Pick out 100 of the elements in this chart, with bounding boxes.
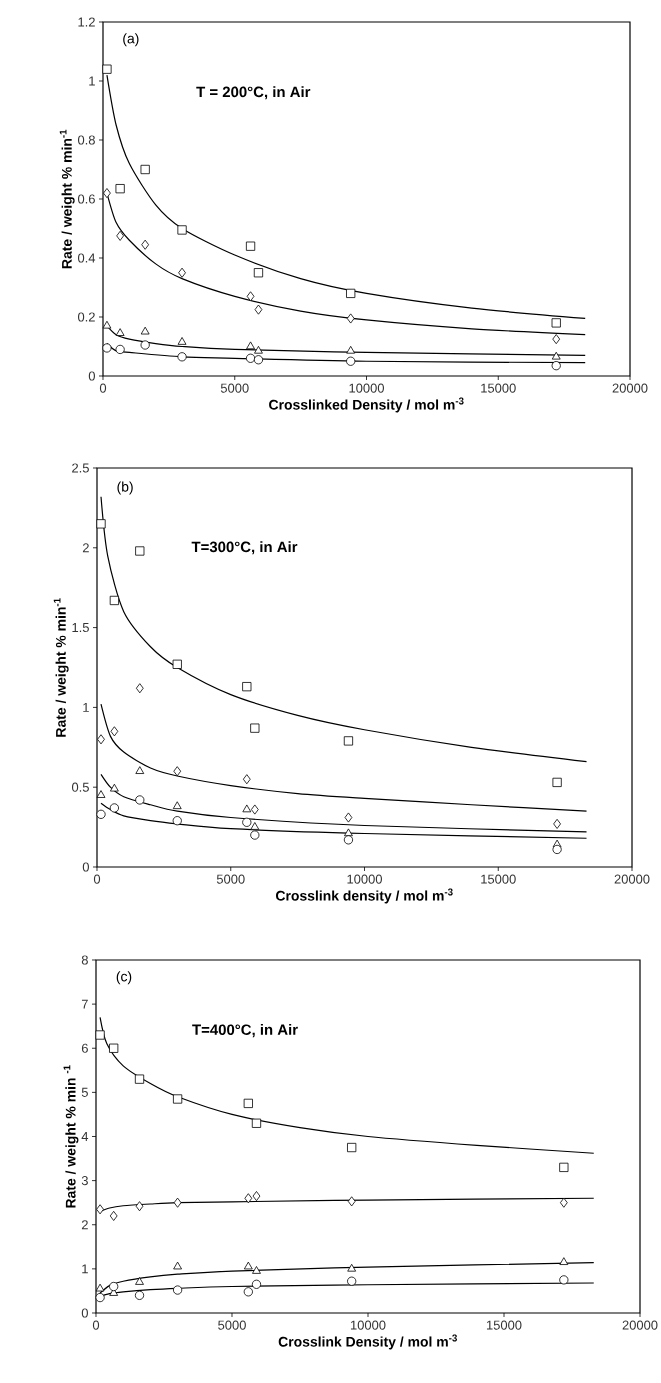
point [96,1204,104,1215]
point [242,817,252,827]
point [552,844,562,855]
y-tick-label: 2 [82,543,89,553]
point [115,328,125,336]
point [177,337,187,345]
annotation: T=400°C, in Air [192,1024,298,1038]
point [250,723,260,733]
y-tick-label: 0.2 [77,312,95,322]
point [253,268,263,278]
point [243,1261,253,1270]
y-tick-label: 5 [81,1087,88,1097]
point [173,766,181,777]
line-series [100,703,587,812]
point [244,1193,253,1204]
point [245,241,255,251]
point [551,318,561,328]
point [253,355,263,365]
point [343,835,353,845]
x-tick-label: 15000 [486,1320,522,1330]
point [253,345,263,354]
point [109,803,119,813]
point [109,1210,118,1221]
point [346,1276,357,1286]
point [172,816,182,826]
point [96,809,106,819]
point [95,1030,105,1040]
point [102,188,111,199]
point [246,341,255,350]
y-tick-label: 6 [81,1043,88,1053]
y-tick-label: 2 [81,1220,88,1230]
x-tick-label: 15000 [481,874,516,884]
annotation: T = 200°C, in Air [196,86,311,100]
y-axis-title: Rate / weight % min$^{-1}$ [59,129,75,269]
point [250,804,259,815]
point [95,1283,105,1292]
point [250,822,260,830]
y-tick-label: 2.5 [71,463,89,473]
point [177,225,187,235]
point [178,267,186,278]
point [343,736,353,746]
x-tick-label: 15000 [481,383,516,393]
x-tick-label: 10000 [350,1320,386,1330]
point [559,1197,568,1208]
y-tick-label: 8 [81,955,88,965]
y-tick-label: 0.4 [77,253,95,263]
y-tick-label: 1.5 [72,623,89,633]
point [346,313,355,324]
point [251,1118,261,1128]
x-tick-label: 5000 [217,1320,246,1330]
x-tick-label: 10000 [347,874,382,884]
point [116,230,124,241]
x-tick-label: 0 [99,383,106,393]
x-tick-label: 20000 [622,1320,658,1330]
point [246,291,255,302]
point [135,683,144,694]
point [559,1257,569,1265]
point [552,777,562,788]
x-axis-title: Crosslink Density / mol m$^{-3}$ [278,1334,457,1350]
line-series [100,773,587,833]
y-tick-label: 3 [81,1176,88,1186]
annotation: (a) [123,33,139,47]
point [96,519,106,529]
point [243,1287,253,1297]
point [97,734,105,745]
line-series [99,1016,595,1154]
y-tick-label: 0 [88,371,95,381]
annotation: (b) [117,481,133,495]
point [140,326,150,335]
y-tick-label: 0 [81,1308,88,1318]
point [254,304,263,315]
point [141,239,149,250]
point [552,334,560,345]
point [252,1191,261,1202]
y-tick-label: 1 [83,702,89,712]
point [135,1201,144,1212]
x-axis-title: Crosslinked Density / mol m$^{-3}$ [268,397,464,413]
point [115,344,125,355]
point [109,783,119,792]
point [177,352,187,362]
point [242,804,252,813]
y-tick-label: 0.5 [71,782,89,792]
y-tick-label: 1.2 [78,17,95,27]
point [140,340,150,350]
point [134,1074,144,1084]
x-tick-label: 5000 [216,874,245,884]
y-tick-label: 7 [81,999,88,1009]
point [102,320,112,329]
point [251,1266,261,1274]
x-tick-label: 20000 [614,874,650,884]
x-tick-label: 5000 [220,383,249,393]
point [245,353,255,363]
y-tick-label: 4 [81,1132,88,1141]
point [345,356,356,366]
line-series [100,496,587,763]
point [242,682,252,692]
x-tick-label: 10000 [349,383,384,393]
annotation: T=300°C, in Air [191,541,298,555]
point [347,1263,356,1272]
point [559,1162,569,1172]
